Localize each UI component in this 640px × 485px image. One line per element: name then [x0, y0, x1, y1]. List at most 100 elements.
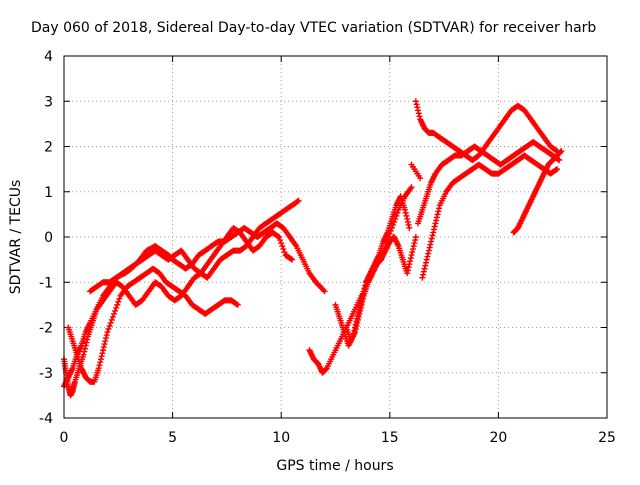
data-point	[406, 261, 413, 268]
data-point	[354, 316, 361, 323]
data-point	[357, 304, 364, 311]
data-point	[391, 218, 398, 225]
data-point	[421, 265, 428, 272]
data-point	[102, 335, 109, 342]
data-point	[412, 234, 419, 240]
data-point	[80, 351, 87, 358]
chart-title: Day 060 of 2018, Sidereal Day-to-day VTE…	[31, 20, 596, 36]
data-point	[295, 197, 302, 204]
data-point	[281, 249, 288, 256]
data-point	[558, 148, 565, 155]
data-point	[433, 217, 440, 224]
data-point	[394, 209, 401, 216]
x-axis-label: GPS time / hours	[276, 458, 393, 474]
data-point	[420, 271, 427, 278]
data-point	[82, 342, 89, 349]
data-point	[110, 310, 117, 317]
data-point	[552, 147, 559, 154]
data-point	[414, 104, 421, 111]
series-track-5	[306, 184, 415, 376]
data-point	[434, 211, 441, 218]
y-tick-labels: -4 -3 -2 -1 0 1 2 3 4	[39, 49, 53, 427]
series-track-7	[343, 234, 419, 345]
data-point	[294, 198, 301, 205]
x-tick-label: 20	[489, 430, 507, 446]
x-tick-label: 10	[272, 430, 290, 446]
data-point	[280, 246, 287, 253]
series-track-12	[408, 161, 424, 182]
x-tick-label: 5	[168, 430, 177, 446]
data-point	[412, 237, 419, 244]
data-point	[430, 229, 437, 236]
data-point	[408, 184, 415, 191]
data-point	[108, 316, 115, 323]
data-point	[416, 113, 423, 120]
y-tick-label: 0	[44, 230, 53, 246]
data-point	[276, 234, 283, 240]
data-point	[278, 240, 285, 247]
data-point	[84, 336, 91, 343]
data-point	[405, 221, 412, 228]
data-point	[406, 224, 413, 231]
y-tick-label: -1	[39, 275, 53, 291]
data-point	[233, 301, 240, 308]
data-point	[95, 365, 102, 372]
data-point	[415, 107, 422, 114]
data-point	[426, 244, 433, 251]
data-point	[104, 329, 111, 336]
data-point	[554, 166, 561, 173]
data-points	[61, 98, 565, 399]
data-point	[432, 220, 439, 227]
data-point	[407, 255, 414, 262]
y-tick-label: 3	[44, 94, 53, 110]
data-point	[428, 238, 435, 245]
y-tick-label: 4	[44, 49, 53, 65]
data-point	[430, 226, 437, 233]
y-tick-label: -3	[39, 366, 53, 382]
data-point	[413, 101, 420, 108]
data-point	[106, 322, 113, 329]
data-point	[358, 301, 365, 308]
data-point	[417, 175, 424, 182]
data-point	[96, 362, 103, 369]
y-tick-label: 2	[44, 140, 53, 156]
data-point	[83, 339, 90, 346]
x-tick-label: 25	[598, 430, 616, 446]
data-point	[404, 218, 411, 225]
data-point	[352, 329, 359, 336]
data-point	[557, 148, 564, 155]
data-point	[409, 249, 416, 256]
data-point	[112, 307, 119, 314]
data-point	[353, 322, 360, 329]
data-point	[415, 110, 422, 117]
data-point	[403, 212, 410, 219]
data-point	[427, 241, 434, 248]
data-point	[402, 209, 409, 216]
data-point	[113, 304, 120, 311]
data-point	[360, 295, 367, 302]
data-point	[116, 295, 123, 302]
data-point	[410, 243, 417, 250]
data-point	[101, 341, 108, 348]
data-point	[357, 307, 364, 314]
data-point	[321, 288, 328, 295]
data-point	[425, 250, 432, 257]
data-point	[404, 267, 411, 274]
data-point	[81, 348, 88, 355]
data-point	[436, 205, 443, 212]
data-point	[428, 235, 435, 242]
data-point	[279, 243, 286, 250]
data-point	[435, 208, 442, 215]
series-track-4	[87, 224, 296, 295]
data-point	[431, 223, 438, 230]
data-point	[556, 157, 563, 164]
data-point	[411, 240, 418, 247]
data-point	[355, 313, 362, 320]
data-point	[81, 345, 88, 352]
data-point	[277, 237, 284, 244]
data-point	[274, 233, 281, 240]
data-point	[423, 256, 430, 263]
data-point	[356, 310, 363, 317]
data-point	[100, 347, 107, 354]
